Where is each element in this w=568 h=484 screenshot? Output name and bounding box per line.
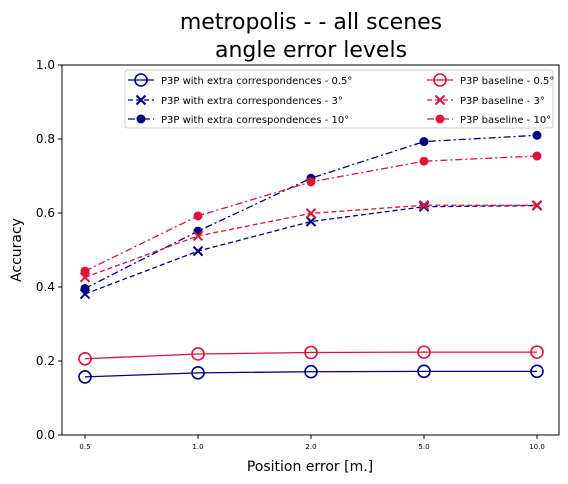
- legend-label: P3P baseline - 3°: [460, 96, 545, 107]
- data-point: [417, 345, 431, 359]
- data-point: [193, 211, 203, 221]
- legend-entry: P3P baseline - 10°: [427, 114, 551, 126]
- legend-marker: [433, 73, 447, 87]
- data-point: [305, 216, 317, 227]
- data-point: [192, 245, 204, 257]
- data-point: [530, 364, 544, 379]
- legend-entry: P3P baseline - 0.5°: [427, 73, 554, 87]
- legend-marker: [434, 94, 446, 106]
- data-point: [530, 345, 544, 359]
- chart-title-line1: metropolis - - all scenes: [180, 10, 442, 35]
- data-point: [418, 200, 430, 211]
- x-axis: 0.5 1.0 2.0 5.0 10.0: [79, 435, 545, 451]
- series-6: [80, 151, 542, 276]
- x-tick-label: 5.0: [418, 443, 429, 451]
- y-tick-label: 0.8: [36, 132, 55, 146]
- legend-label: P3P with extra correspondences - 3°: [161, 96, 343, 107]
- series-4: [78, 345, 544, 366]
- y-tick-label: 0.2: [36, 354, 55, 368]
- y-tick-label: 0.6: [36, 206, 55, 220]
- series-1: [78, 364, 544, 384]
- legend-marker: [134, 73, 148, 87]
- legend-label: P3P with extra correspondences - 10°: [161, 115, 349, 126]
- legend-marker: [435, 114, 445, 124]
- x-tick-label: 10.0: [529, 443, 545, 451]
- legend-label: P3P baseline - 0.5°: [460, 76, 554, 87]
- y-axis-label: Accuracy: [9, 218, 25, 282]
- x-tick-label: 0.5: [79, 443, 90, 451]
- x-tick-label: 1.0: [192, 443, 203, 451]
- series-line: [84, 204, 538, 295]
- chart-title-line2: angle error levels: [215, 38, 407, 63]
- data-point: [80, 266, 90, 276]
- legend-entry: P3P with extra correspondences - 3°: [128, 94, 343, 107]
- series-line: [84, 351, 537, 360]
- data-point: [304, 364, 318, 379]
- y-tick-label: 0.4: [36, 280, 55, 294]
- data-point: [80, 283, 90, 293]
- data-point: [78, 370, 92, 384]
- series-line: [84, 370, 537, 378]
- y-axis: 0.0 0.2 0.4 0.6 0.8 1.0: [36, 58, 62, 442]
- series-5: [79, 200, 543, 283]
- legend-entry: P3P with extra correspondences - 10°: [128, 114, 349, 126]
- data-point: [305, 208, 317, 219]
- legend-entry: P3P baseline - 3°: [427, 94, 545, 107]
- x-axis-label: Position error [m.]: [247, 459, 373, 475]
- data-point: [417, 364, 431, 379]
- x-tick-label: 2.0: [305, 443, 316, 451]
- legend-label: P3P baseline - 10°: [460, 115, 551, 126]
- series-layer: [78, 130, 544, 384]
- data-point: [419, 156, 429, 166]
- data-point: [419, 137, 429, 147]
- data-point: [304, 345, 318, 360]
- data-point: [418, 201, 430, 212]
- legend-marker: [135, 94, 147, 106]
- legend-entry: P3P with extra correspondences - 0.5°: [128, 73, 352, 87]
- data-point: [192, 230, 204, 242]
- legend-marker: [136, 114, 146, 124]
- data-point: [191, 347, 205, 361]
- data-point: [531, 200, 543, 211]
- data-point: [191, 366, 205, 380]
- legend: P3P with extra correspondences - 0.5° P3P…: [124, 69, 554, 129]
- y-tick-label: 0.0: [36, 428, 55, 442]
- data-point: [532, 151, 542, 161]
- data-point: [78, 351, 92, 366]
- legend-frame: [124, 69, 554, 129]
- y-tick-label: 1.0: [36, 58, 55, 72]
- data-point: [306, 177, 316, 187]
- legend-label: P3P with extra correspondences - 0.5°: [161, 76, 352, 87]
- data-point: [532, 130, 542, 140]
